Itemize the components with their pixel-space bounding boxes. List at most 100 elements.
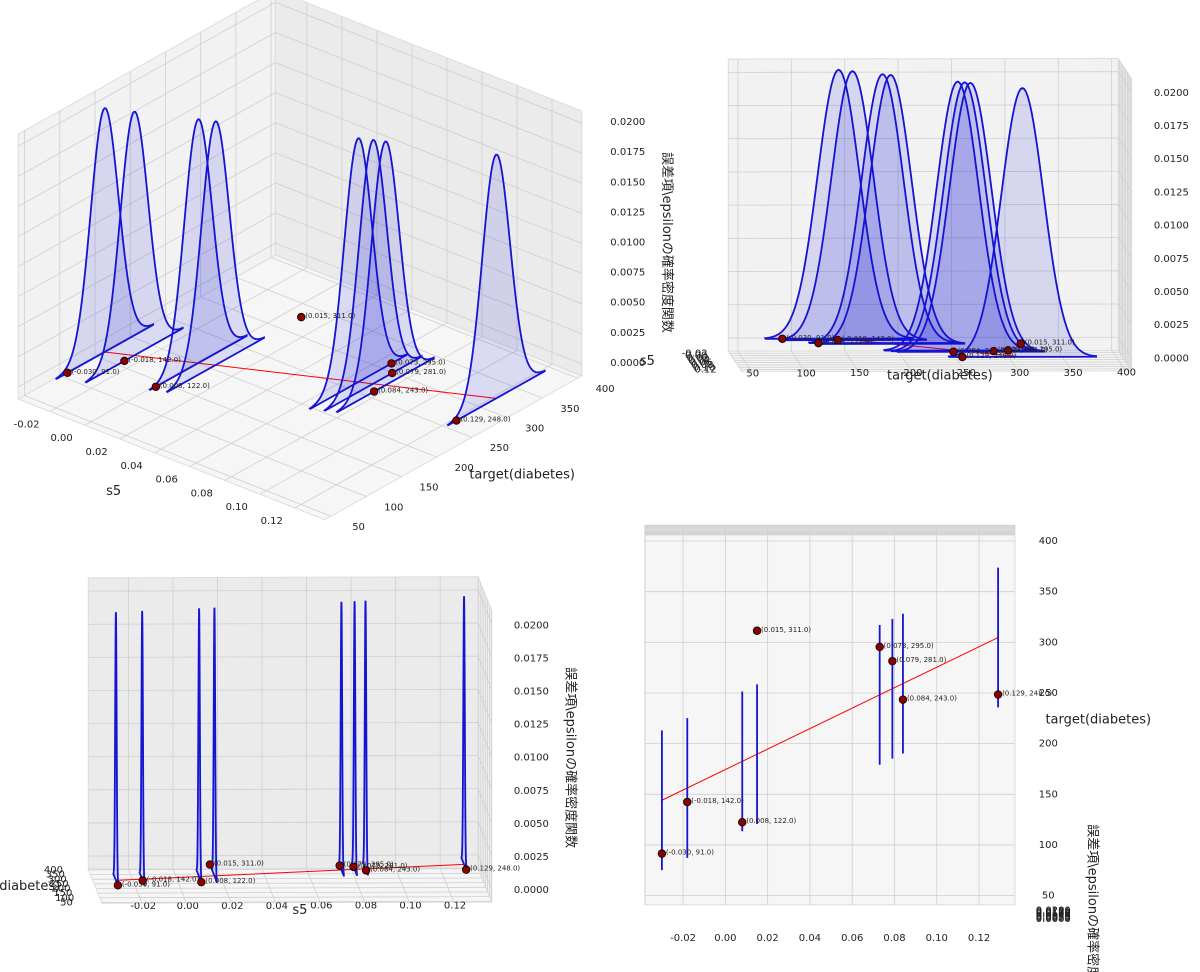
grid-line [477, 722, 493, 757]
grid-line [154, 308, 413, 454]
z-tick-label: 0.0175 [514, 653, 549, 664]
point-label: (0.008, 122.0) [205, 877, 255, 885]
grid-line [24, 395, 332, 517]
grid-line [275, 32, 582, 154]
point-label: (0.015, 311.0) [214, 860, 264, 868]
y-tick-label: 350 [46, 870, 65, 881]
x-tick-label: 0.00 [685, 351, 707, 362]
data-point [113, 881, 123, 890]
x-tick-label: 0.10 [693, 362, 715, 373]
z-tick-label: 0.0050 [1036, 912, 1071, 923]
z-tick-label: 0.0100 [514, 753, 549, 764]
y-tick-label: 250 [490, 443, 509, 454]
z-tick-label: 0.0050 [514, 819, 549, 830]
x-axis-label: s5 [292, 903, 307, 918]
grid-line [275, 92, 582, 214]
point-label: (0.079, 281.0) [358, 862, 408, 870]
z-tick-label: 0.0025 [514, 852, 549, 863]
z-tick-label: 0.0150 [610, 177, 645, 188]
data-point [657, 849, 667, 858]
grid-line [477, 689, 493, 724]
data-point [335, 861, 344, 870]
density-fill [884, 81, 1032, 351]
grid-line [737, 350, 752, 372]
data-point [369, 387, 379, 396]
point-label: (-0.018, 142.0) [128, 356, 181, 364]
x-tick-label: 0.02 [221, 901, 243, 912]
grid-line [740, 368, 1131, 371]
density-fill [336, 141, 434, 413]
grid-line [477, 755, 493, 790]
y-tick-label: 400 [596, 384, 615, 395]
y-tick-label: 300 [48, 874, 67, 885]
density-curve [446, 153, 546, 427]
y-axis-label: target(diabetes) [1045, 712, 1151, 727]
z-tick-label: 0.0050 [1154, 287, 1189, 298]
grid-line [84, 281, 343, 426]
y-tick-label: 200 [51, 884, 70, 895]
y-tick-label: 50 [746, 368, 759, 379]
z-tick-label: 0.0000 [610, 358, 645, 369]
density-fill [56, 108, 154, 380]
z-tick-label: 0.0050 [610, 298, 645, 309]
y-tick-label: 350 [1039, 587, 1058, 598]
y-tick-label: 350 [560, 404, 579, 415]
grid-line [18, 92, 276, 237]
grid-line [728, 71, 1119, 73]
data-point [1003, 346, 1013, 355]
x-tick-label: -0.02 [670, 933, 696, 944]
point-label: (0.129, 248.0) [470, 865, 520, 873]
z-tick-label: 0.0000 [514, 885, 549, 896]
z-tick-label: 0.0150 [1036, 907, 1071, 918]
grid-line [275, 62, 582, 184]
grid-line [1117, 204, 1133, 226]
point-label: (0.015, 311.0) [305, 312, 355, 320]
grid-line [728, 170, 1119, 173]
grid-line [88, 854, 479, 857]
z-tick-label: 0.0175 [1154, 121, 1189, 132]
density-curve [808, 73, 958, 345]
y-tick-label: 200 [903, 368, 922, 379]
grid-line [88, 821, 479, 824]
data-point [63, 368, 72, 377]
point-label: (-0.030, 91.0) [666, 849, 714, 857]
y-tick-label: 300 [1010, 368, 1029, 379]
grid-line [18, 1, 276, 147]
data-point [151, 382, 161, 391]
grid-line [294, 363, 553, 509]
grid-line [275, 212, 582, 335]
data-point [833, 335, 842, 345]
density-curve [777, 70, 928, 342]
density-curve [764, 68, 914, 340]
grid-line [119, 294, 378, 440]
y-tick-label: 350 [1064, 368, 1083, 379]
density-curve [895, 81, 1045, 353]
density-fill [764, 69, 913, 339]
grid-line [101, 900, 492, 903]
y-axis-label: target(diabetes) [0, 879, 60, 894]
density-fill [891, 82, 1039, 352]
grid-line [94, 355, 402, 478]
x-tick-label: 0.12 [694, 365, 716, 376]
x-tick-label: 0.08 [355, 901, 377, 912]
density-curve [148, 118, 248, 392]
grid-line [1057, 350, 1073, 372]
x-tick-label: 0.10 [926, 933, 948, 944]
grid-line [49, 267, 308, 412]
x-tick-label: 0.04 [688, 355, 710, 366]
y-tick-label: 300 [525, 424, 544, 435]
x-tick-label: 0.04 [121, 461, 143, 472]
y-tick-label: 150 [53, 888, 72, 899]
data-point [993, 690, 1003, 699]
grid-line [729, 352, 1120, 354]
y-tick-label: 400 [44, 865, 63, 876]
point-label: (0.073, 295.0) [396, 358, 446, 366]
data-point [778, 334, 787, 343]
x-tick-label: -0.02 [682, 348, 708, 359]
data-point [387, 368, 397, 378]
data-point [875, 642, 884, 652]
density-fill [309, 138, 407, 410]
grid-line [18, 32, 276, 177]
data-point [898, 695, 908, 704]
grid-line [97, 891, 488, 894]
